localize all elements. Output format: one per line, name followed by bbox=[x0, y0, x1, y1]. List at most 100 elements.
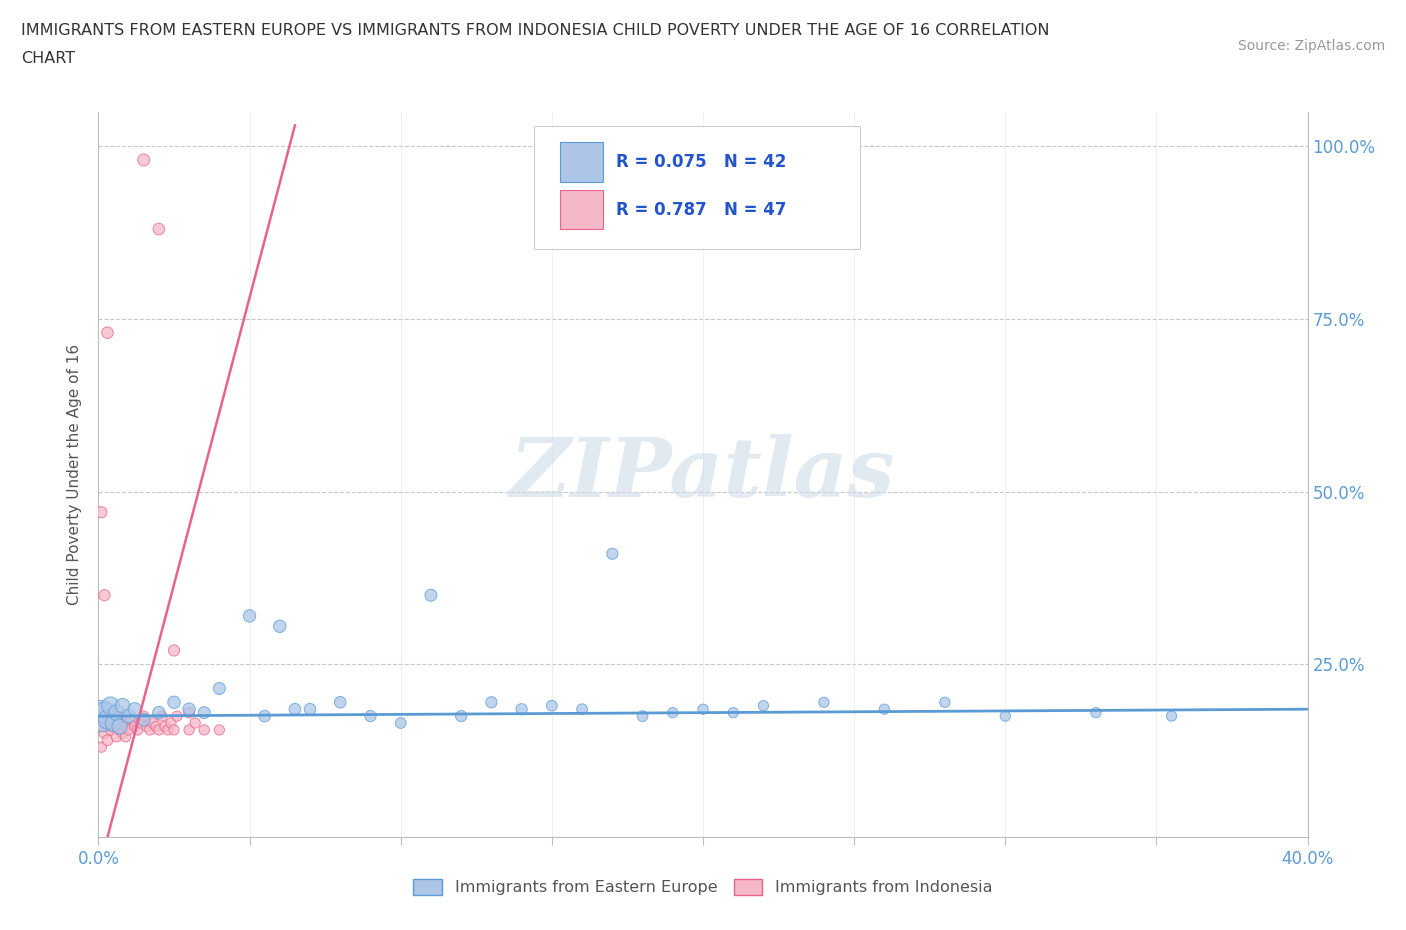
Point bbox=[571, 702, 593, 717]
Point bbox=[184, 715, 207, 730]
Text: Source: ZipAtlas.com: Source: ZipAtlas.com bbox=[1237, 39, 1385, 53]
Text: R = 0.787   N = 47: R = 0.787 N = 47 bbox=[616, 201, 786, 219]
Point bbox=[661, 705, 683, 720]
Point bbox=[96, 733, 118, 748]
Point bbox=[111, 726, 134, 741]
Point bbox=[692, 702, 714, 717]
Point bbox=[114, 719, 136, 734]
Point bbox=[481, 695, 503, 710]
Point bbox=[108, 723, 131, 737]
Point bbox=[118, 709, 141, 724]
Y-axis label: Child Poverty Under the Age of 16: Child Poverty Under the Age of 16 bbox=[67, 344, 83, 604]
Point bbox=[631, 709, 654, 724]
Point bbox=[389, 715, 412, 730]
Point bbox=[179, 705, 201, 720]
FancyBboxPatch shape bbox=[534, 126, 860, 249]
Point bbox=[108, 719, 131, 734]
Point bbox=[105, 729, 128, 744]
Point bbox=[166, 709, 188, 724]
Point bbox=[994, 709, 1017, 724]
Point bbox=[96, 712, 118, 727]
Point bbox=[90, 719, 112, 734]
Point bbox=[179, 702, 201, 717]
Point bbox=[121, 712, 143, 727]
Point bbox=[208, 723, 231, 737]
Point bbox=[360, 709, 382, 724]
Point bbox=[299, 702, 322, 717]
Point bbox=[163, 723, 186, 737]
Point bbox=[148, 221, 170, 236]
Point bbox=[93, 705, 115, 720]
Point bbox=[90, 739, 112, 754]
Bar bbox=[561, 190, 603, 230]
Point bbox=[118, 723, 141, 737]
Point bbox=[132, 153, 155, 167]
Point bbox=[163, 695, 186, 710]
Point bbox=[1085, 705, 1108, 720]
Point bbox=[179, 723, 201, 737]
Point bbox=[239, 608, 262, 623]
Point bbox=[148, 705, 170, 720]
Point bbox=[96, 326, 118, 340]
Point bbox=[329, 695, 352, 710]
Point bbox=[111, 698, 134, 713]
Point bbox=[873, 702, 896, 717]
Point bbox=[510, 702, 533, 717]
Point bbox=[142, 715, 165, 730]
Point bbox=[540, 698, 562, 713]
Point bbox=[124, 719, 146, 734]
Point bbox=[93, 726, 115, 741]
Point bbox=[118, 715, 141, 730]
Bar bbox=[561, 142, 603, 182]
Point bbox=[100, 723, 122, 737]
Point bbox=[148, 723, 170, 737]
Point bbox=[96, 715, 118, 730]
Text: IMMIGRANTS FROM EASTERN EUROPE VS IMMIGRANTS FROM INDONESIA CHILD POVERTY UNDER : IMMIGRANTS FROM EASTERN EUROPE VS IMMIGR… bbox=[21, 23, 1050, 38]
Point bbox=[90, 505, 112, 520]
Point bbox=[132, 709, 155, 724]
Point bbox=[284, 702, 307, 717]
Point bbox=[135, 719, 157, 734]
Point bbox=[420, 588, 443, 603]
Point bbox=[153, 719, 176, 734]
Point bbox=[813, 695, 835, 710]
Point bbox=[723, 705, 745, 720]
Point bbox=[156, 723, 179, 737]
Point bbox=[93, 588, 115, 603]
Text: R = 0.075   N = 42: R = 0.075 N = 42 bbox=[616, 153, 786, 171]
Point bbox=[111, 709, 134, 724]
Point bbox=[253, 709, 276, 724]
Point bbox=[124, 702, 146, 717]
Point bbox=[100, 698, 122, 713]
Point bbox=[208, 681, 231, 696]
Point bbox=[160, 715, 183, 730]
Point bbox=[269, 618, 291, 633]
Point bbox=[139, 723, 162, 737]
Point bbox=[602, 546, 624, 561]
Point bbox=[127, 723, 149, 737]
Point bbox=[145, 719, 167, 734]
Point bbox=[132, 712, 155, 727]
Point bbox=[105, 712, 128, 727]
Point bbox=[103, 715, 125, 730]
Point bbox=[752, 698, 775, 713]
Point bbox=[90, 709, 112, 724]
Point bbox=[129, 715, 152, 730]
Text: CHART: CHART bbox=[21, 51, 75, 66]
Point bbox=[934, 695, 956, 710]
Point bbox=[450, 709, 472, 724]
Point bbox=[108, 715, 131, 730]
Point bbox=[193, 705, 215, 720]
Point bbox=[193, 723, 215, 737]
Point bbox=[100, 719, 122, 734]
Point bbox=[105, 705, 128, 720]
Legend: Immigrants from Eastern Europe, Immigrants from Indonesia: Immigrants from Eastern Europe, Immigran… bbox=[406, 872, 1000, 901]
Point bbox=[93, 712, 115, 727]
Point bbox=[1160, 709, 1182, 724]
Point bbox=[163, 643, 186, 658]
Point bbox=[103, 712, 125, 727]
Point bbox=[114, 729, 136, 744]
Point bbox=[150, 709, 173, 724]
Point bbox=[103, 719, 125, 734]
Text: ZIPatlas: ZIPatlas bbox=[510, 434, 896, 514]
